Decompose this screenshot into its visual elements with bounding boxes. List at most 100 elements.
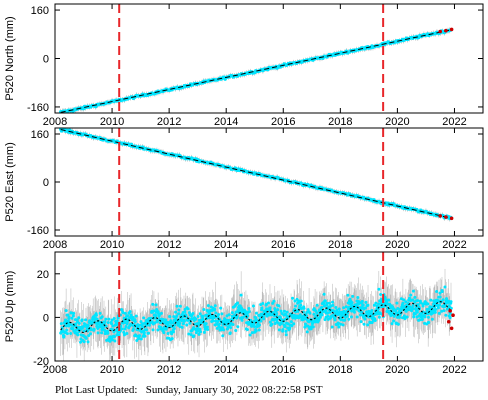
data-point [413, 312, 417, 316]
data-point [104, 317, 108, 321]
data-point [440, 290, 444, 294]
data-point [342, 306, 346, 310]
data-point [199, 330, 203, 334]
data-point [247, 310, 251, 314]
data-point [305, 330, 309, 334]
data-point [172, 327, 176, 331]
data-point [335, 308, 339, 312]
data-point [84, 336, 88, 340]
data-point [443, 304, 447, 308]
data-point [120, 327, 124, 331]
data-point [169, 319, 173, 323]
data-point [330, 325, 334, 329]
data-point [343, 318, 347, 322]
data-point [366, 323, 370, 327]
data-point [409, 293, 413, 297]
data-point [254, 311, 258, 315]
data-point [236, 325, 240, 329]
data-point [231, 322, 235, 326]
data-point [363, 317, 367, 321]
data-point [187, 311, 191, 315]
data-point [151, 302, 155, 306]
data-point [373, 319, 377, 323]
data-point [217, 322, 221, 326]
data-point [402, 298, 406, 302]
data-point [290, 324, 294, 328]
data-point [77, 316, 81, 320]
data-point [331, 303, 335, 307]
data-point [254, 316, 258, 320]
data-point [250, 331, 254, 335]
data-point [260, 306, 264, 310]
data-point [281, 328, 285, 332]
data-point [443, 285, 447, 289]
data-point [370, 309, 374, 313]
data-point [334, 305, 338, 309]
recent-point [451, 313, 455, 318]
data-point [442, 309, 446, 313]
data-point [277, 328, 281, 332]
data-point [416, 299, 420, 303]
data-point [147, 331, 151, 335]
data-point [170, 332, 174, 336]
data-point [227, 313, 231, 317]
data-point [236, 301, 240, 305]
data-point [149, 316, 153, 320]
data-point [401, 301, 405, 305]
data-point [185, 323, 189, 327]
data-point [152, 309, 156, 313]
data-point [65, 328, 69, 332]
data-point [96, 331, 100, 335]
data-point [172, 315, 176, 319]
data-point [390, 322, 394, 326]
data-point [296, 309, 300, 313]
data-point [156, 318, 160, 322]
data-point [171, 330, 175, 334]
data-point [261, 301, 265, 305]
data-point [320, 305, 324, 309]
data-point [338, 312, 342, 316]
data-point [222, 328, 226, 332]
data-point [388, 306, 392, 310]
data-point [379, 293, 383, 297]
data-point [142, 331, 146, 335]
x-tick-label: 2010 [100, 116, 124, 128]
x-tick-label: 2020 [385, 116, 409, 128]
data-point [333, 318, 337, 322]
data-point [437, 311, 441, 315]
data-point [366, 303, 370, 307]
data-point [70, 316, 74, 320]
data-point [182, 319, 186, 323]
x-tick-label: 2014 [214, 239, 238, 251]
data-point [150, 320, 154, 324]
data-point [448, 316, 452, 320]
data-point [205, 325, 209, 329]
data-point [194, 317, 198, 321]
data-point [112, 316, 116, 320]
data-point [404, 300, 408, 304]
data-point [180, 319, 184, 323]
data-point [214, 311, 218, 315]
data-point [344, 305, 348, 309]
x-tick-label: 2020 [385, 364, 409, 376]
data-point [411, 307, 415, 311]
data-point [183, 310, 187, 314]
recent-point [438, 29, 443, 34]
data-point [430, 317, 434, 321]
data-point [268, 320, 272, 324]
data-point [121, 311, 125, 315]
data-point [264, 302, 268, 306]
data-point [288, 326, 292, 330]
data-point [322, 302, 326, 306]
data-point [449, 300, 453, 304]
data-point [86, 323, 90, 327]
data-point [139, 327, 143, 331]
data-point [361, 303, 365, 307]
data-point [188, 321, 192, 325]
data-point [122, 333, 126, 337]
data-point [177, 312, 181, 316]
data-point [336, 321, 340, 325]
data-points [59, 285, 453, 344]
x-tick-label: 2018 [328, 364, 352, 376]
data-point [431, 311, 435, 315]
